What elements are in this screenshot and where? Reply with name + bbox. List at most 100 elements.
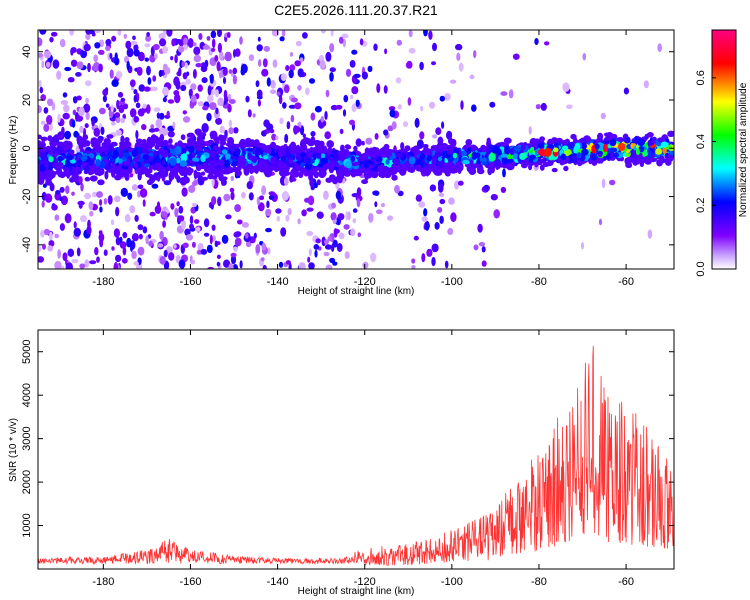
- heatmap-cell: [279, 36, 285, 42]
- heatmap-cell: [350, 155, 356, 163]
- heatmap-cell: [305, 157, 312, 164]
- heatmap-cell: [69, 30, 75, 36]
- heatmap-cell: [268, 195, 274, 200]
- heatmap-cell: [425, 167, 430, 177]
- heatmap-cell: [207, 94, 214, 103]
- heatmap-cell: [262, 264, 267, 269]
- heatmap-cell: [133, 89, 138, 95]
- heatmap-cell: [473, 244, 479, 251]
- heatmap-cell: [89, 30, 94, 33]
- heatmap-cell: [65, 185, 70, 194]
- heatmap-cell: [342, 109, 347, 117]
- heatmap-cell: [384, 166, 390, 172]
- colorbar-tick-label: 0.0: [695, 261, 707, 276]
- heatmap-cell: [159, 230, 164, 240]
- heatmap-cell: [501, 153, 508, 158]
- heatmap-cell: [352, 218, 357, 224]
- y-tick-label: 0: [21, 145, 33, 151]
- heatmap-cell: [342, 149, 350, 158]
- heatmap-cell: [101, 155, 108, 161]
- heatmap-cell: [406, 60, 413, 69]
- heatmap-cell: [48, 240, 55, 247]
- heatmap-cell: [344, 251, 350, 259]
- heatmap-cell: [426, 155, 432, 162]
- heatmap-cell: [310, 131, 316, 137]
- x-tick-label: -180: [92, 276, 114, 288]
- heatmap-cell: [174, 145, 182, 155]
- heatmap-cell: [149, 211, 156, 217]
- heatmap-cell: [188, 185, 196, 193]
- heatmap-cell: [228, 99, 236, 104]
- heatmap-cell: [138, 84, 146, 92]
- heatmap-cell: [210, 47, 216, 52]
- heatmap-cell: [231, 166, 240, 173]
- x-tick-label: -180: [92, 576, 114, 588]
- heatmap-cell: [216, 61, 221, 72]
- heatmap-cell: [40, 153, 48, 162]
- heatmap-cell: [424, 164, 430, 169]
- heatmap-cell: [38, 105, 42, 114]
- heatmap-cell: [408, 47, 416, 54]
- x-tick-label: -140: [267, 576, 289, 588]
- heatmap-cell: [129, 79, 136, 87]
- heatmap-cell: [244, 142, 252, 148]
- heatmap-cell: [422, 144, 429, 148]
- heatmap-cell: [304, 162, 312, 170]
- heatmap-cell: [154, 205, 162, 214]
- heatmap-cell: [375, 156, 383, 163]
- heatmap-cell: [429, 184, 437, 192]
- spectrogram-x-axis-label: Height of straight line (km): [298, 286, 415, 297]
- heatmap-cell: [647, 139, 652, 147]
- heatmap-cell: [385, 159, 390, 165]
- heatmap-cell: [223, 193, 231, 202]
- heatmap-cell: [149, 175, 155, 184]
- heatmap-cell: [154, 163, 163, 169]
- heatmap-cell: [324, 110, 328, 120]
- heatmap-cell: [338, 161, 344, 166]
- heatmap-cell: [180, 134, 186, 141]
- heatmap-cell: [187, 38, 194, 48]
- x-tick-label: -160: [179, 576, 201, 588]
- heatmap-cell: [52, 59, 60, 69]
- heatmap-cell: [62, 112, 70, 120]
- heatmap-cell: [183, 37, 188, 45]
- heatmap-cell: [293, 125, 301, 134]
- heatmap-cell: [384, 48, 388, 55]
- heatmap-cell: [302, 32, 308, 39]
- heatmap-cell: [500, 186, 507, 193]
- heatmap-cell: [448, 197, 455, 205]
- heatmap-cell: [217, 30, 222, 38]
- heatmap-cell: [296, 164, 301, 172]
- heatmap-cell: [660, 141, 669, 148]
- heatmap-cell: [647, 229, 653, 239]
- heatmap-cell: [588, 159, 593, 165]
- spectrogram-x-ticks: -180 -160 -140 -120 -100 -80 -60: [92, 30, 634, 288]
- heatmap-cell: [228, 263, 234, 269]
- heatmap-cell: [616, 137, 624, 142]
- heatmap-cell: [261, 68, 269, 77]
- heatmap-cell: [102, 95, 107, 103]
- heatmap-cell: [158, 112, 165, 120]
- heatmap-cell: [326, 140, 335, 149]
- heatmap-cell: [437, 156, 443, 162]
- heatmap-cell: [38, 176, 45, 185]
- heatmap-cell: [601, 178, 606, 189]
- heatmap-cell: [428, 30, 433, 40]
- heatmap-cell: [133, 94, 137, 103]
- heatmap-cell: [152, 75, 157, 82]
- heatmap-cell: [73, 227, 82, 237]
- heatmap-cell: [341, 33, 349, 39]
- heatmap-cell: [155, 118, 163, 129]
- heatmap-cell: [329, 43, 335, 53]
- heatmap-cell: [267, 247, 271, 255]
- heatmap-cell: [226, 32, 231, 38]
- heatmap-cell: [581, 148, 589, 156]
- heatmap-cell: [180, 264, 184, 269]
- heatmap-cell: [456, 52, 461, 61]
- heatmap-cell: [222, 77, 227, 84]
- heatmap-cell: [430, 145, 438, 151]
- heatmap-cell: [93, 54, 99, 63]
- heatmap-cell: [168, 138, 173, 145]
- heatmap-cell: [268, 191, 276, 196]
- heatmap-cell: [635, 148, 640, 156]
